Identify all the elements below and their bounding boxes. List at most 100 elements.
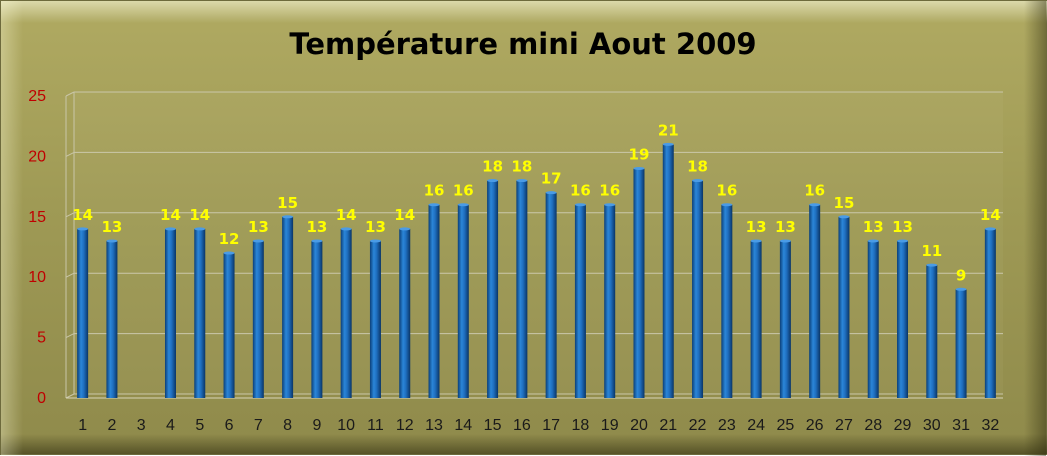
bar [809,204,821,398]
bar [77,228,89,398]
bar-top [838,215,850,219]
bar-top [897,239,909,243]
data-label: 19 [629,145,650,163]
frame-bevel-top [1,1,1047,23]
data-label: 14 [336,206,357,224]
y-tick-label: 0 [37,390,46,407]
y-tick-label: 20 [28,148,46,165]
data-label: 13 [306,218,327,236]
bar-top [164,227,176,231]
bar [692,180,704,398]
bar-top [984,227,996,231]
grid-line-depth [65,393,75,399]
x-tick-label: 21 [659,417,677,434]
y-tick-label: 5 [37,330,46,347]
x-tick-label: 24 [747,417,765,434]
x-tick-label: 11 [367,417,384,434]
bar-top [721,203,733,207]
bar-top [282,215,294,219]
bar-top [955,287,967,291]
x-tick-label: 2 [107,417,116,434]
data-label: 16 [804,182,825,200]
frame-bevel-bottom [1,434,1047,454]
x-tick-label: 25 [776,417,794,434]
bar-top [809,203,821,207]
bar [926,265,938,398]
data-label: 13 [863,218,884,236]
bar-top [516,179,528,183]
x-tick-label: 3 [137,417,146,434]
frame-bevel-right [1024,1,1046,456]
x-tick-label: 10 [337,417,355,434]
x-tick-label: 4 [166,417,175,434]
y-tick-label: 10 [28,269,46,286]
x-tick-label: 16 [513,417,531,434]
x-tick-label: 7 [254,417,263,434]
bar-top [867,239,879,243]
bar-top [369,239,381,243]
x-tick-label: 13 [425,417,443,434]
data-label: 9 [956,266,966,284]
bar-top [692,179,704,183]
bar-top [194,227,206,231]
data-label: 14 [72,206,93,224]
bar-top [662,142,674,146]
bar-top [457,203,469,207]
bar-top [428,203,440,207]
bar [633,168,645,398]
x-tick-label: 19 [601,417,619,434]
grid-line-depth [65,272,75,278]
data-label: 18 [511,158,532,176]
bar-top [545,191,557,195]
bar [106,240,118,398]
bar [311,240,323,398]
bar [750,240,762,398]
bar [252,240,264,398]
bar-top [487,179,499,183]
bar [487,180,499,398]
x-tick-label: 15 [484,417,502,434]
bar [838,216,850,398]
bar-top [750,239,762,243]
grid-line-depth [65,212,75,218]
data-label: 18 [687,158,708,176]
bar [282,216,294,398]
bar [457,204,469,398]
grid-line-depth [65,333,75,339]
bar [897,240,909,398]
bar [164,228,176,398]
data-label: 13 [775,218,796,236]
bars [77,142,996,398]
data-label: 11 [921,242,942,260]
frame-bevel-left [1,1,23,456]
chart-title: Température mini Aout 2009 [289,27,756,61]
data-label: 13 [746,218,767,236]
bar-top [77,227,89,231]
data-label: 14 [189,206,210,224]
x-tick-label: 6 [225,417,234,434]
x-tick-label: 30 [923,417,941,434]
bar [223,253,235,398]
bar [545,192,557,398]
data-label: 15 [277,194,298,212]
bar-top [633,166,645,170]
data-label: 16 [716,182,737,200]
bar-top [779,239,791,243]
data-label: 21 [658,121,679,139]
grid-line-depth [65,151,75,157]
y-tick-label: 15 [28,209,46,226]
data-label: 13 [101,218,122,236]
bar [399,228,411,398]
bar-top [223,251,235,255]
x-tick-label: 20 [630,417,648,434]
x-tick-label: 31 [952,417,970,434]
x-tick-label: 22 [689,417,707,434]
bar-top [252,239,264,243]
bar [721,204,733,398]
x-tick-label: 27 [835,417,853,434]
bar-top [106,239,118,243]
bar [779,240,791,398]
x-tick-label: 14 [454,417,472,434]
bar [604,204,616,398]
